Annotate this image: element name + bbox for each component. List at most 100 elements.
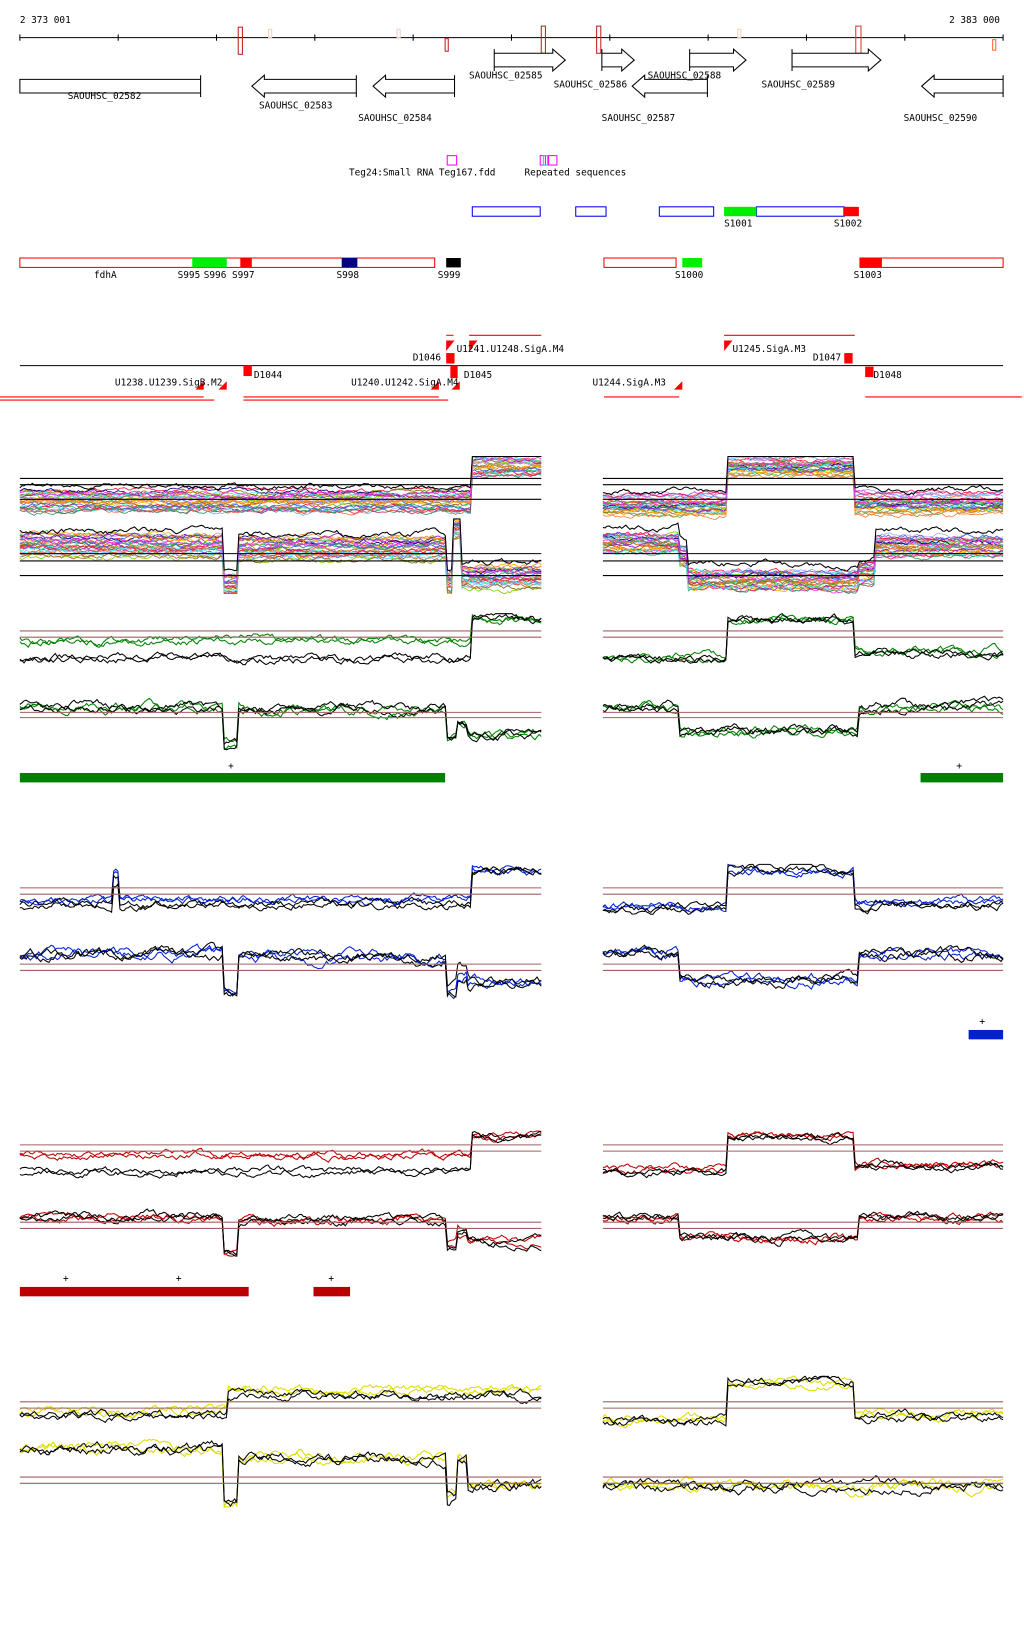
- promoter-label[interactable]: U1240.U1242.SigA.M4: [351, 377, 459, 388]
- segment-box[interactable]: [575, 206, 607, 217]
- expression-line: [602, 615, 1004, 664]
- expression-line: [19, 521, 542, 585]
- expression-line: [602, 540, 1004, 587]
- promoter-label[interactable]: U1241.U1248.SigA.M4: [457, 344, 565, 355]
- promoter-marker[interactable]: [450, 365, 458, 379]
- expression-line: [602, 460, 1004, 508]
- ruler-marker[interactable]: [268, 28, 273, 39]
- ruler-marker[interactable]: [237, 26, 243, 55]
- segment-fill[interactable]: [341, 258, 358, 268]
- gene-arrow[interactable]: [689, 47, 747, 73]
- gene-label[interactable]: SAOUHSC_02586: [554, 80, 628, 91]
- segment-label: S999: [438, 270, 461, 281]
- expression-line: [602, 1375, 1004, 1425]
- segment-box[interactable]: [658, 206, 715, 217]
- repeat-feature[interactable]: [542, 155, 549, 166]
- segment-label: S1003: [854, 270, 882, 281]
- promoter-flag[interactable]: [724, 340, 733, 351]
- expression-line: [19, 613, 542, 665]
- segment-box[interactable]: [755, 206, 845, 217]
- significance-bar[interactable]: [19, 772, 446, 783]
- gene-label[interactable]: SAOUHSC_02582: [68, 91, 142, 102]
- promoter-marker[interactable]: [446, 353, 455, 364]
- gene-arrow[interactable]: [791, 47, 882, 73]
- ruler-marker[interactable]: [596, 25, 602, 54]
- gene-label[interactable]: SAOUHSC_02590: [904, 113, 978, 124]
- significance-bar[interactable]: [313, 1286, 351, 1297]
- expression-line: [602, 473, 1004, 521]
- plus-mark: +: [63, 1274, 69, 1285]
- gene-track: [19, 47, 1004, 99]
- promoter-label[interactable]: U1244.SigA.M3: [592, 377, 666, 388]
- promoter-label[interactable]: D1047: [813, 352, 841, 363]
- expression-line: [602, 459, 1004, 508]
- gene-arrow[interactable]: [920, 74, 1004, 99]
- ruler-start-label: 2 373 001: [20, 15, 71, 26]
- gene-arrow[interactable]: [372, 74, 456, 99]
- segment-fill[interactable]: [192, 258, 227, 268]
- gene-arrow[interactable]: [631, 74, 708, 99]
- gene-label[interactable]: SAOUHSC_02589: [762, 80, 836, 91]
- repeat-feature[interactable]: [548, 155, 558, 166]
- segment-box[interactable]: [603, 257, 677, 268]
- expression-line: [19, 702, 542, 751]
- expression-line: [19, 1387, 542, 1422]
- segment-fill[interactable]: [446, 258, 461, 268]
- expression-line: [19, 866, 542, 911]
- promoter-flag[interactable]: [218, 381, 227, 390]
- expression-line: [602, 1133, 1004, 1179]
- ruler-marker[interactable]: [444, 38, 449, 52]
- expression-line: [19, 462, 542, 506]
- promoter-label[interactable]: U1245.SigA.M3: [732, 344, 806, 355]
- expression-line: [19, 700, 542, 743]
- significance-bar[interactable]: [968, 1029, 1004, 1040]
- segment-label: S1000: [675, 270, 704, 281]
- segment-tracks: [19, 206, 1004, 268]
- promoter-flag[interactable]: [673, 381, 683, 390]
- expression-line: [19, 941, 542, 996]
- segment-fill[interactable]: [682, 258, 703, 268]
- significance-bar[interactable]: [19, 1286, 249, 1297]
- gene-label[interactable]: SAOUHSC_02584: [358, 113, 432, 124]
- segment-box[interactable]: [19, 257, 436, 268]
- promoter-flag[interactable]: [446, 340, 455, 351]
- ruler-marker[interactable]: [540, 25, 546, 54]
- expression-line: [602, 946, 1004, 991]
- expression-line: [19, 1130, 542, 1179]
- gene-arrow[interactable]: [19, 75, 202, 98]
- expression-line: [19, 456, 542, 500]
- segment-box[interactable]: [471, 206, 541, 217]
- segment-fill[interactable]: [859, 258, 882, 268]
- ruler-marker[interactable]: [855, 25, 862, 54]
- ruler-marker[interactable]: [992, 39, 997, 51]
- gene-label[interactable]: SAOUHSC_02587: [602, 113, 676, 124]
- gene-arrow[interactable]: [493, 47, 567, 73]
- promoter-label[interactable]: D1044: [254, 370, 283, 381]
- segment-label: S997: [232, 270, 255, 281]
- promoter-marker[interactable]: [243, 365, 252, 377]
- promoter-marker[interactable]: [865, 366, 874, 378]
- ruler-marker[interactable]: [737, 28, 742, 39]
- promoter-label[interactable]: U1238.U1239.SigB.M2: [115, 377, 222, 388]
- gene-arrow[interactable]: [601, 47, 636, 73]
- gene-arrow[interactable]: [251, 74, 357, 99]
- gene-label[interactable]: SAOUHSC_02588: [648, 70, 722, 81]
- segment-fill[interactable]: [843, 206, 859, 217]
- expression-line: [602, 1131, 1004, 1177]
- gene-label[interactable]: SAOUHSC_02583: [259, 101, 333, 112]
- promoter-label[interactable]: D1048: [874, 370, 903, 381]
- promoter-label[interactable]: D1045: [464, 370, 492, 381]
- gene-label[interactable]: SAOUHSC_02585: [469, 70, 543, 81]
- ruler-marker[interactable]: [396, 28, 401, 39]
- small-rna-feature[interactable]: [446, 155, 458, 166]
- expression-line: [19, 943, 542, 997]
- significance-bar[interactable]: [920, 772, 1004, 783]
- expression-line: [602, 522, 1004, 572]
- promoter-label[interactable]: D1046: [413, 352, 442, 363]
- expression-line: [602, 469, 1004, 516]
- segment-fill[interactable]: [240, 258, 252, 268]
- promoter-flag[interactable]: [430, 381, 439, 390]
- promoter-marker[interactable]: [844, 353, 853, 364]
- segment-fill[interactable]: [724, 206, 757, 217]
- expression-line: [19, 457, 542, 501]
